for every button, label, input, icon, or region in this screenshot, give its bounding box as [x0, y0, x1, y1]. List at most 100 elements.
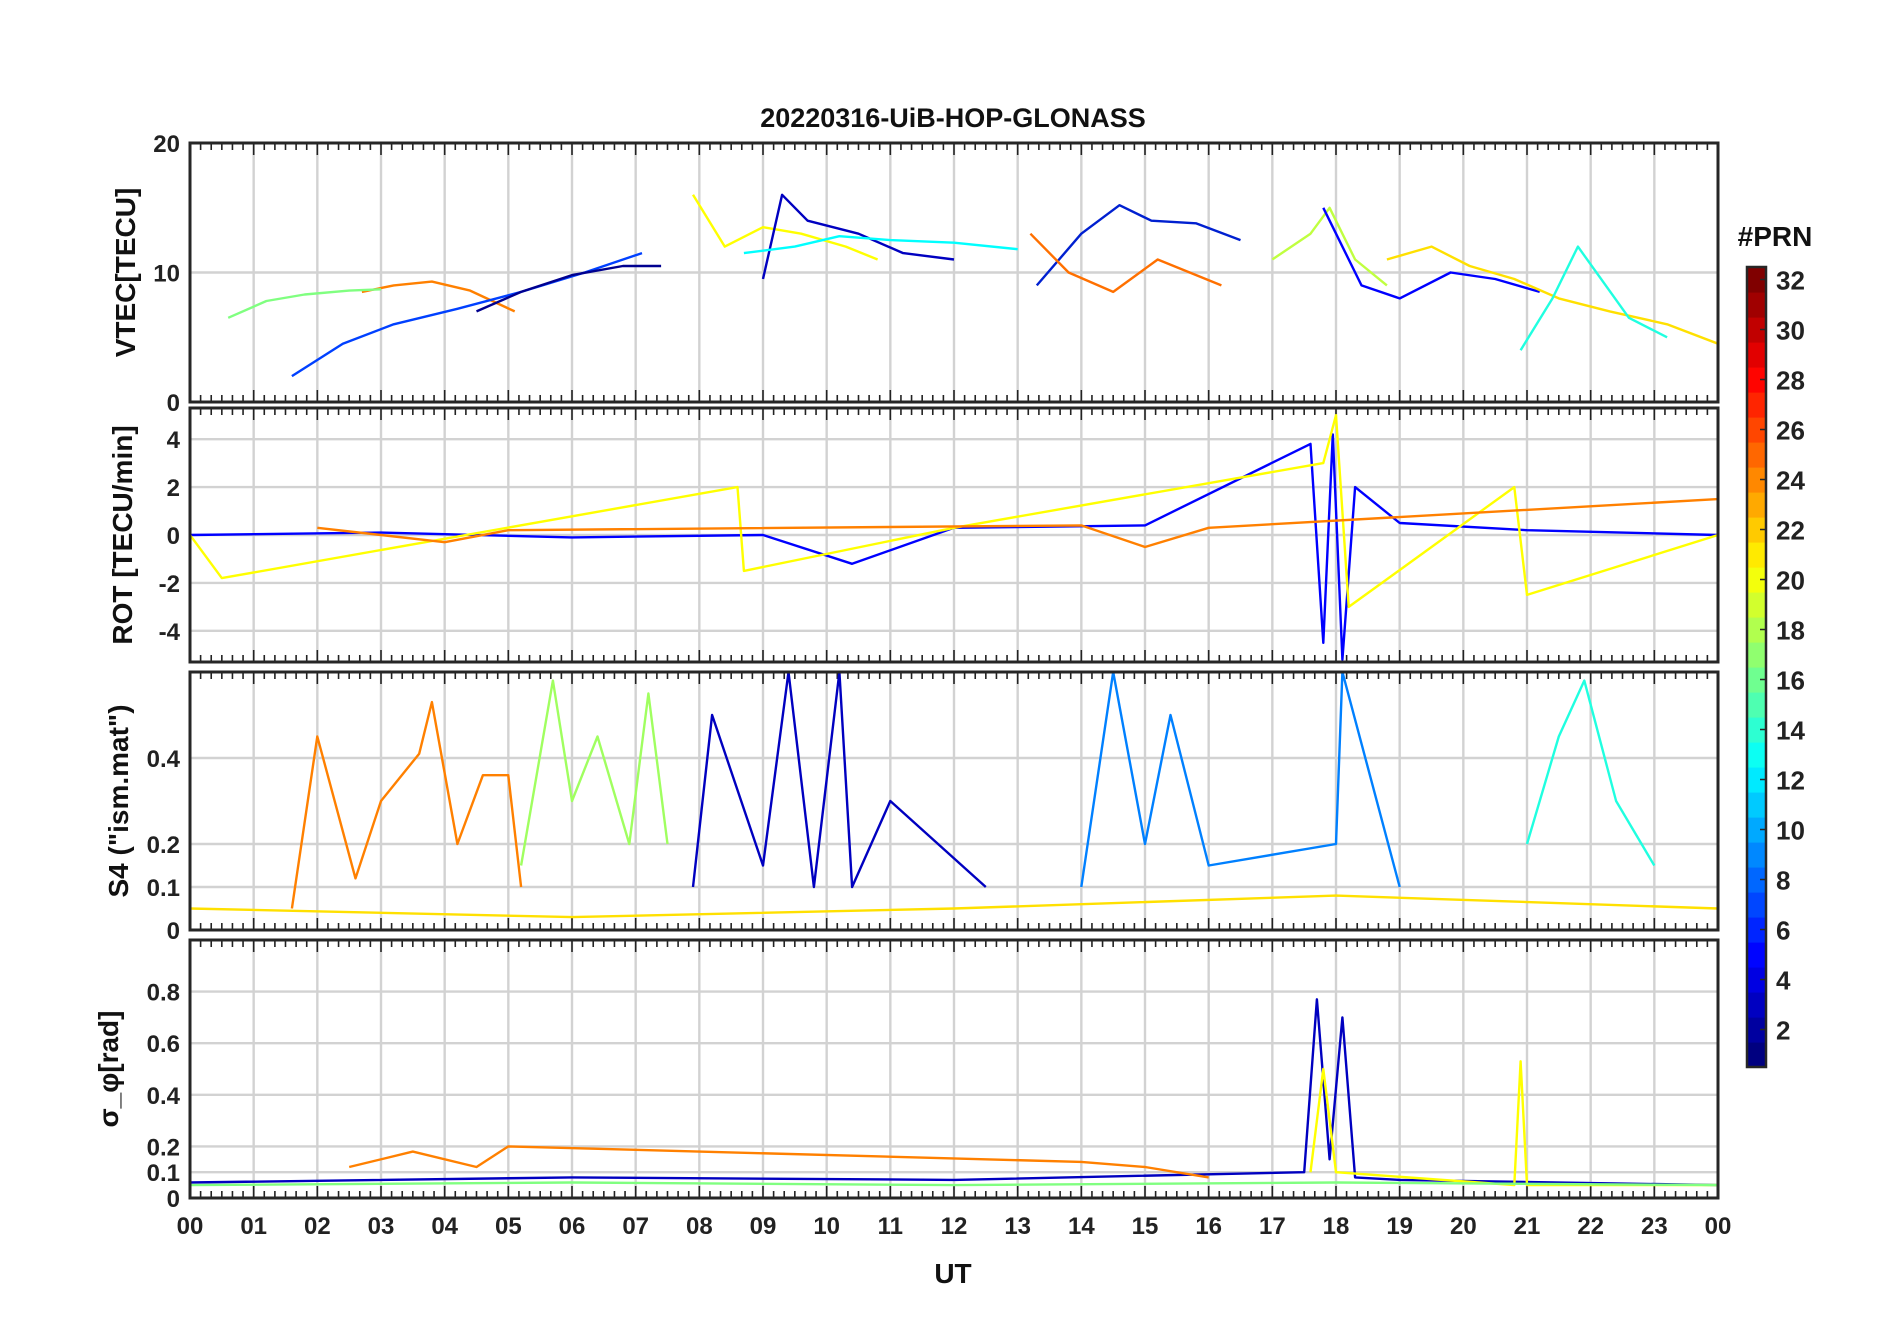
colorbar-tick-label: 20	[1776, 566, 1805, 596]
axes-frame	[188, 938, 1720, 1200]
series-line-prn-5	[1035, 203, 1241, 287]
colorbar-segment	[1747, 492, 1766, 518]
y-tick-label: 0.8	[147, 980, 180, 1007]
x-tick-label: 13	[1004, 1213, 1031, 1240]
colorbar-tick-label: 32	[1776, 266, 1805, 296]
colorbar-segment	[1747, 917, 1766, 943]
colorbar-segment	[1747, 1017, 1766, 1043]
x-tick-label: 07	[622, 1213, 649, 1240]
colorbar-frame	[1745, 265, 1768, 1069]
y-tick-label: 0.2	[147, 832, 180, 859]
y-axis-label: σ_φ[rad]	[93, 1011, 124, 1128]
series-line-prn-22	[290, 700, 523, 909]
series-group	[190, 998, 1718, 1187]
colorbar-segment	[1747, 617, 1766, 643]
colorbar-tick-label: 10	[1776, 816, 1805, 846]
x-tick-label: 06	[559, 1213, 586, 1240]
colorbar-segment	[1747, 942, 1766, 968]
colorbar-label: #PRN	[1738, 221, 1813, 252]
colorbar-segment	[1747, 867, 1766, 893]
colorbar-segment	[1747, 892, 1766, 918]
x-tick-label: 16	[1195, 1213, 1222, 1240]
colorbar-segment	[1747, 292, 1766, 318]
colorbar-segment	[1747, 717, 1766, 743]
colorbar-segment	[1747, 517, 1766, 543]
series-line-prn-17	[227, 288, 382, 319]
series-line-prn-13	[1519, 245, 1668, 351]
colorbar-segment	[1747, 267, 1766, 293]
series-line-prn-20	[1309, 1060, 1718, 1187]
series-line-prn-17	[519, 679, 669, 866]
colorbar-segment	[1747, 442, 1766, 468]
colorbar-tick-label: 12	[1776, 766, 1805, 796]
panel-vtec: 0 10 20 VTEC[TECU]	[110, 131, 1720, 417]
x-tick-label: 04	[431, 1213, 458, 1240]
y-axis-label: VTEC[TECU]	[110, 188, 141, 358]
y-tick-label: 0	[167, 918, 180, 945]
colorbar-segment	[1747, 367, 1766, 393]
y-tick-label: 0	[167, 390, 180, 417]
series-line-prn-21	[1386, 245, 1718, 345]
x-tick-label: 17	[1259, 1213, 1286, 1240]
colorbar-tick-label: 28	[1776, 366, 1805, 396]
series-line-prn-22	[361, 280, 516, 313]
series-line-prn-8	[1080, 672, 1401, 888]
x-tick-label: 19	[1386, 1213, 1413, 1240]
colorbar-segment	[1747, 642, 1766, 668]
series-line-prn-17	[190, 1181, 1718, 1187]
series-group	[190, 414, 1718, 661]
x-tick-label: 23	[1641, 1213, 1668, 1240]
x-tick-label: 08	[686, 1213, 713, 1240]
y-tick-label: -2	[159, 571, 180, 598]
series-group	[227, 193, 1718, 378]
y-tick-label: 20	[153, 131, 180, 158]
y-axis-label: S4 ("ism.mat")	[103, 704, 134, 897]
x-tick-label: 18	[1323, 1213, 1350, 1240]
x-tick-label: 15	[1132, 1213, 1159, 1240]
colorbar-segment	[1747, 317, 1766, 343]
panel-s4: 0 0.1 0.2 0.4 S4 ("ism.mat")	[103, 670, 1720, 945]
panel-rot: -4 -2 0 2 4 ROT [TECU/min]	[107, 406, 1720, 664]
series-line-prn-3	[691, 672, 987, 889]
axes-frame	[188, 406, 1720, 664]
series-line-prn-22	[348, 1145, 1209, 1179]
colorbar-segment	[1747, 767, 1766, 793]
x-tick-label: 00	[1705, 1213, 1732, 1240]
series-line-prn-2	[476, 264, 662, 313]
y-tick-label: -4	[159, 619, 181, 646]
colorbar-segment	[1747, 792, 1766, 818]
colorbar-segment	[1747, 392, 1766, 418]
x-tick-label: 03	[368, 1213, 395, 1240]
colorbar-segment	[1747, 342, 1766, 368]
y-tick-label: 0.4	[147, 1083, 181, 1110]
series-line-prn-14	[743, 234, 1018, 255]
series-line-prn-21	[190, 894, 1718, 919]
series-line-prn-3	[190, 998, 1718, 1187]
colorbar-segment	[1747, 992, 1766, 1018]
y-tick-label: 0.6	[147, 1031, 180, 1058]
series-line-prn-22	[317, 497, 1718, 549]
x-axis: 00 01 02 03 04 05 06 07 08 09 10 11 12 13 14 15 16 17 18 19…	[177, 1213, 1732, 1240]
colorbar-tick-label: 24	[1776, 466, 1805, 496]
y-tick-label: 0.4	[147, 746, 181, 773]
colorbar-segment	[1747, 742, 1766, 768]
x-tick-label: 05	[495, 1213, 522, 1240]
axes-frame	[188, 141, 1720, 404]
y-tick-label: 0	[167, 1186, 180, 1213]
colorbar-segment	[1747, 1042, 1766, 1068]
colorbar-tick-label: 18	[1776, 616, 1805, 646]
x-tick-label: 09	[750, 1213, 777, 1240]
series-line-prn-4	[1322, 207, 1541, 300]
colorbar-segment	[1747, 467, 1766, 493]
colorbar-tick-label: 8	[1776, 866, 1790, 896]
x-tick-label: 02	[304, 1213, 331, 1240]
series-line-prn-20	[691, 194, 879, 261]
colorbar-tick-label: 16	[1776, 666, 1805, 696]
axes-frame	[188, 670, 1720, 932]
colorbar-segment	[1747, 842, 1766, 868]
x-tick-label: 01	[240, 1213, 267, 1240]
colorbar-segment	[1747, 542, 1766, 568]
colorbar-tick-label: 22	[1776, 516, 1805, 546]
colorbar-tick-label: 30	[1776, 316, 1805, 346]
